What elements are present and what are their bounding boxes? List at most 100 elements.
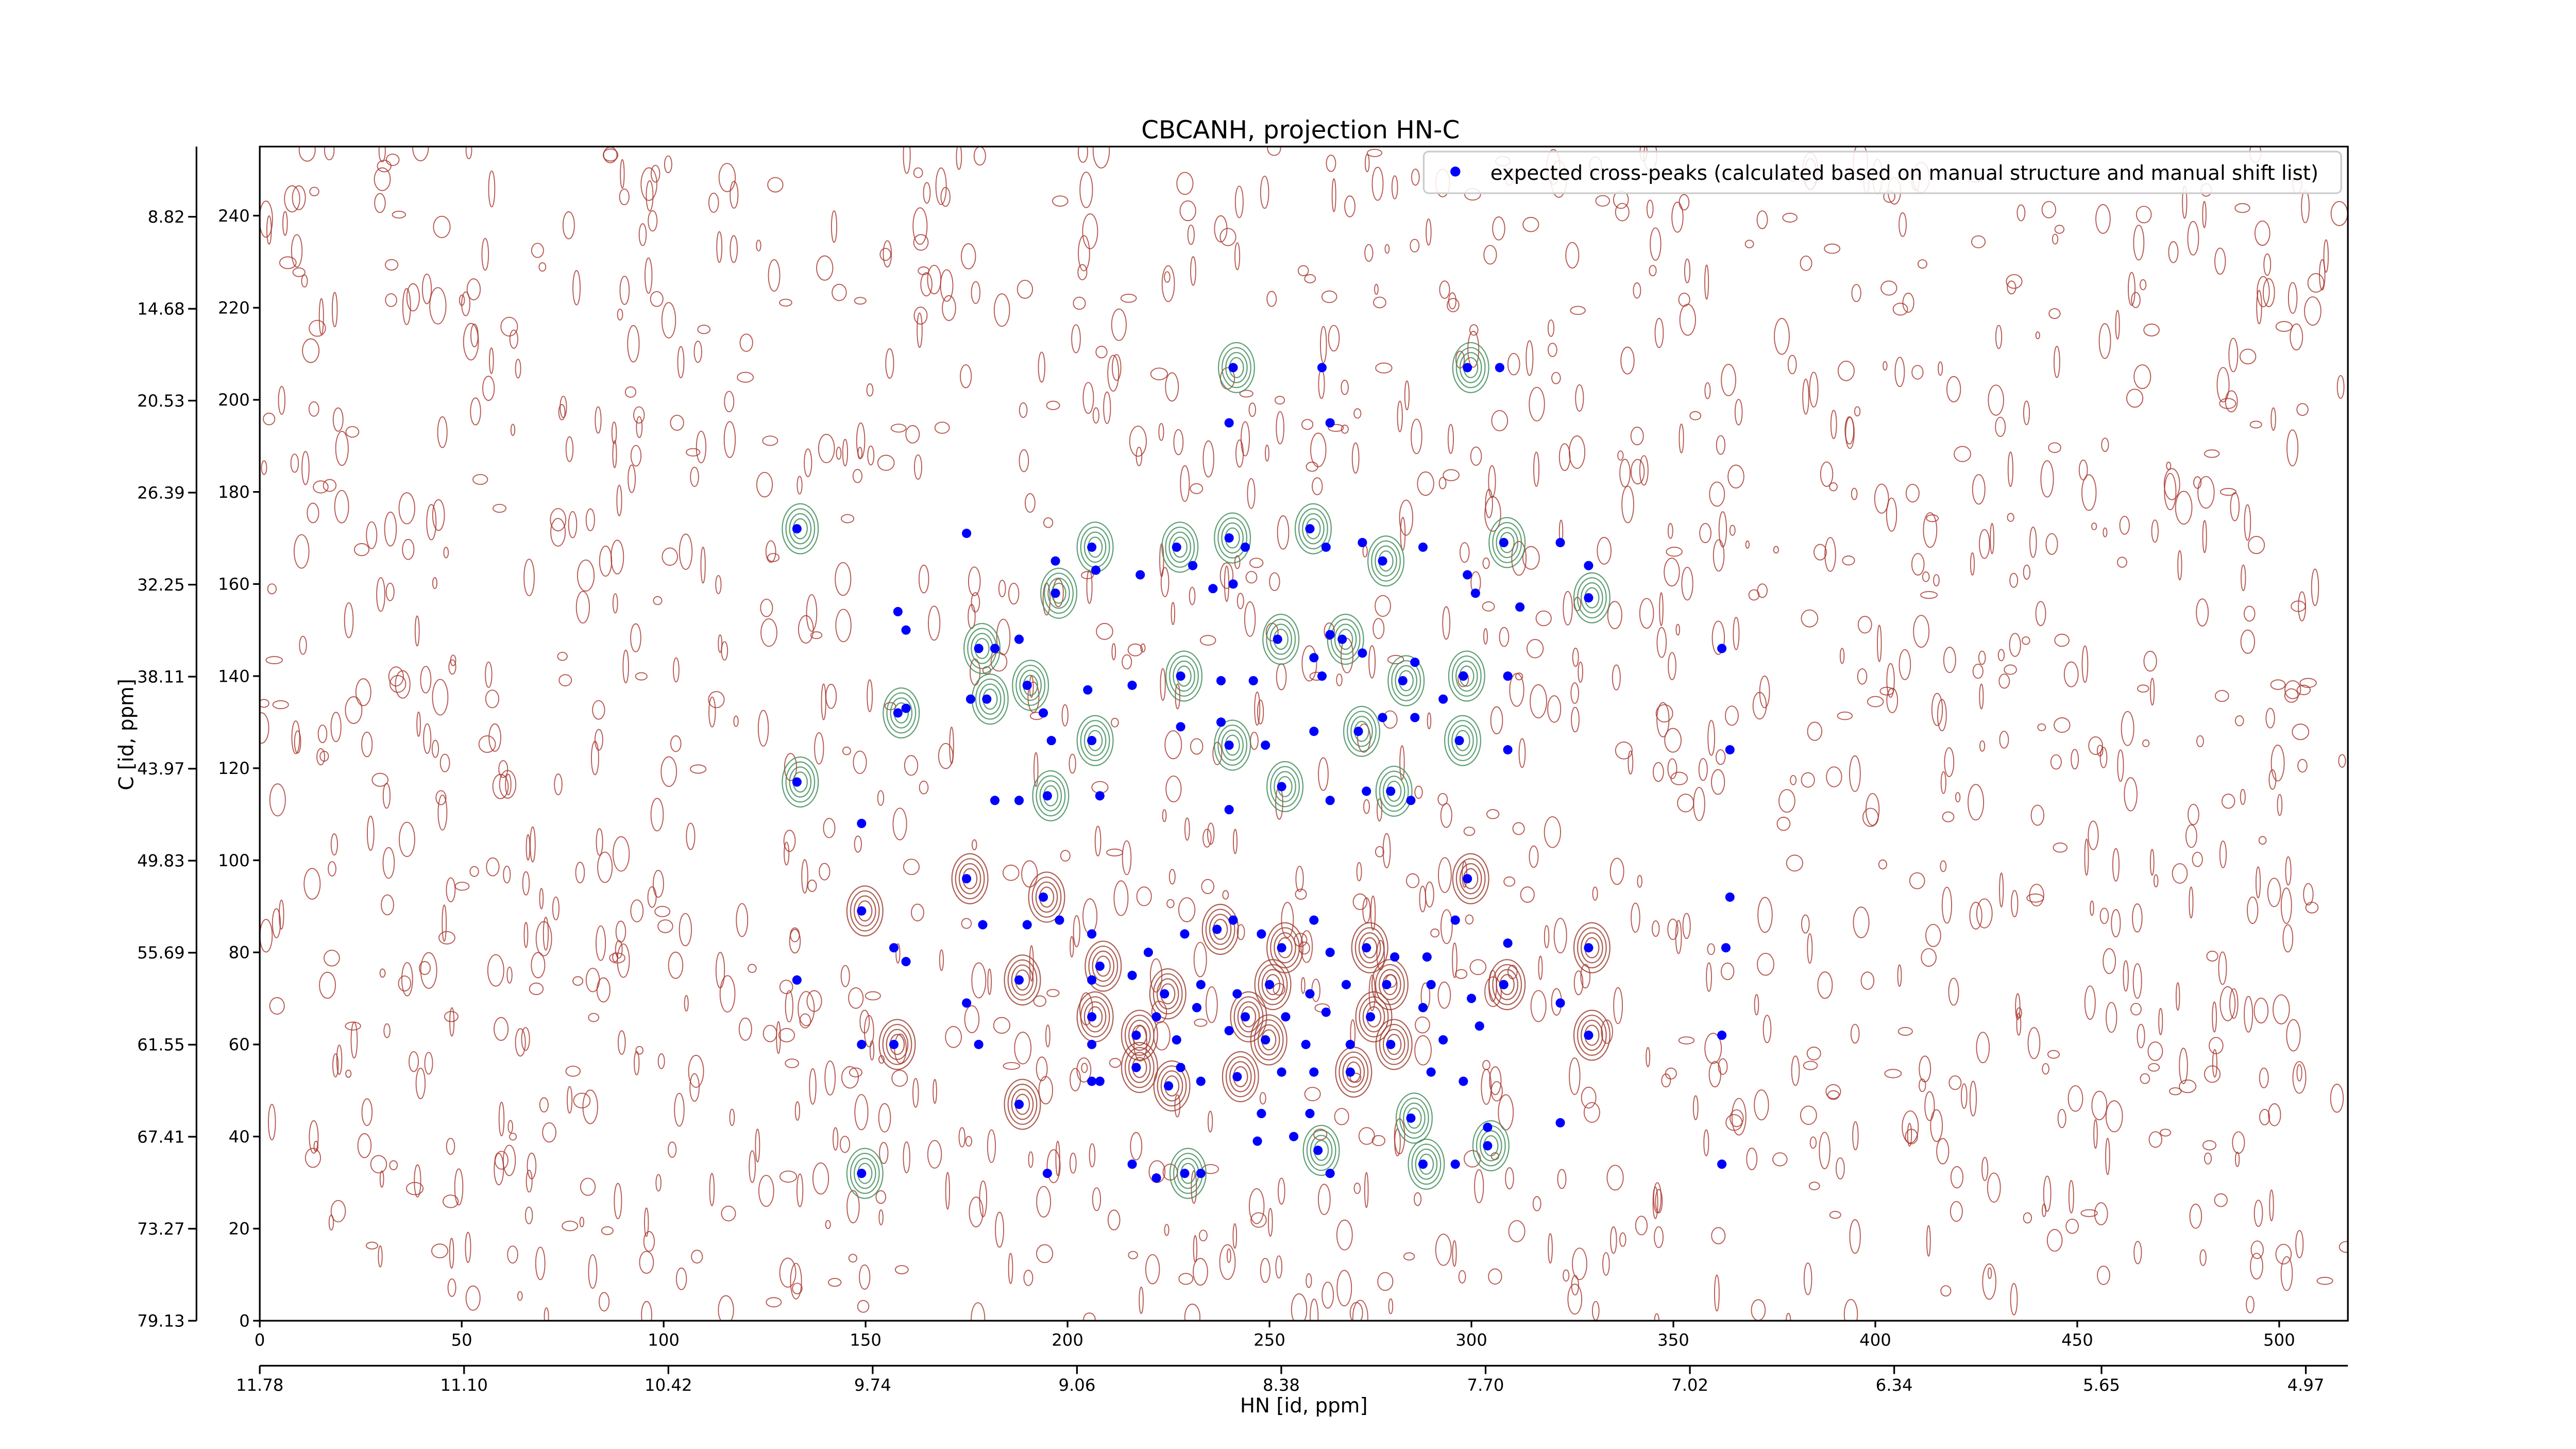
noise-contour	[1615, 742, 1633, 760]
noise-contour	[1331, 178, 1336, 212]
cross-peak	[1151, 1173, 1161, 1183]
noise-contour	[1250, 731, 1259, 750]
noise-contour	[1482, 1060, 1490, 1070]
noise-contour	[1807, 721, 1823, 741]
noise-contour	[481, 238, 489, 271]
noise-contour	[1371, 1135, 1386, 1147]
noise-contour	[1558, 443, 1571, 471]
noise-contour	[1111, 717, 1119, 728]
noise-contour	[1637, 874, 1642, 888]
noise-contour	[1508, 1220, 1526, 1242]
y2-tick-label: 20.53	[137, 391, 185, 411]
peak-contour	[1492, 522, 1522, 563]
noise-contour	[748, 964, 757, 973]
noise-contour	[383, 1023, 391, 1038]
noise-contour	[1207, 822, 1215, 845]
noise-contour	[1443, 469, 1460, 481]
peak-contour	[1480, 1130, 1502, 1161]
noise-contour	[2023, 564, 2031, 580]
noise-contour	[854, 1094, 869, 1131]
noise-contour	[2027, 1027, 2041, 1059]
noise-contour	[638, 223, 647, 246]
noise-contour	[409, 1051, 419, 1072]
noise-contour	[431, 739, 439, 758]
noise-contour	[2175, 982, 2180, 1011]
noise-contour	[542, 1122, 557, 1143]
noise-contour	[1469, 324, 1479, 336]
peak-contour	[1160, 1070, 1183, 1102]
peak-contour	[1004, 1079, 1041, 1130]
peak-contour	[1451, 724, 1474, 756]
noise-contour	[1094, 825, 1101, 856]
y2-tick-label: 61.55	[137, 1035, 185, 1055]
noise-contour	[1511, 541, 1527, 576]
noise-contour	[973, 146, 986, 166]
cross-peak	[1196, 1076, 1206, 1086]
peak-contour	[1039, 780, 1062, 812]
cross-peak	[1378, 556, 1387, 566]
noise-contour	[293, 534, 310, 569]
noise-contour	[1976, 898, 1993, 929]
noise-contour	[1757, 953, 1774, 976]
cross-peak	[893, 708, 903, 718]
noise-contour	[1639, 598, 1654, 629]
noise-contour	[2068, 1180, 2074, 1214]
noise-contour	[1844, 416, 1854, 445]
cross-peak	[1410, 713, 1420, 722]
noise-contour	[594, 729, 603, 751]
cross-peak	[1224, 533, 1234, 543]
noise-contour	[1362, 545, 1368, 558]
noise-contour	[1304, 274, 1316, 283]
noise-contour	[1530, 684, 1547, 719]
noise-contour	[1046, 989, 1060, 997]
noise-contour	[841, 1066, 859, 1089]
noise-contour	[1931, 693, 1943, 726]
peak-contour	[1214, 719, 1251, 771]
noise-contour	[1336, 1219, 1353, 1251]
noise-contour	[1995, 416, 2006, 437]
noise-contour	[278, 385, 286, 415]
noise-contour	[1678, 1036, 1695, 1044]
cross-peak	[792, 777, 802, 787]
chart-title: CBCANH, projection HN-C	[1141, 115, 1460, 144]
noise-contour	[1721, 364, 1736, 396]
noise-contour	[877, 790, 885, 806]
noise-contour	[1693, 787, 1705, 821]
noise-contour	[469, 866, 479, 877]
noise-contour	[335, 431, 349, 466]
noise-contour	[691, 1250, 703, 1263]
noise-contour	[443, 547, 449, 559]
noise-contour	[938, 743, 954, 769]
peak-contour	[1342, 1056, 1365, 1088]
noise-contour	[1295, 866, 1304, 892]
cross-peak	[1192, 1003, 1202, 1013]
noise-contour	[918, 266, 929, 275]
cross-peak	[962, 998, 972, 1008]
noise-contour	[1568, 435, 1586, 469]
noise-contour	[863, 1015, 874, 1048]
peak-contour	[1496, 969, 1519, 1000]
noise-contour	[1073, 296, 1086, 310]
noise-contour	[825, 1220, 831, 1229]
noise-contour	[1474, 1169, 1484, 1204]
noise-contour	[323, 479, 337, 492]
noise-contour	[1886, 687, 1899, 713]
noise-contour	[2234, 715, 2244, 727]
noise-contour	[652, 870, 664, 898]
noise-contour	[302, 338, 320, 363]
noise-contour	[1709, 481, 1725, 507]
noise-contour	[1414, 1192, 1422, 1206]
noise-contour	[1715, 749, 1726, 765]
noise-contour	[841, 514, 855, 524]
noise-contour	[309, 1120, 319, 1154]
noise-contour	[2149, 849, 2155, 876]
peak-contour	[1121, 1009, 1158, 1061]
peak-contour	[785, 761, 816, 803]
noise-contour	[1913, 615, 1930, 648]
peak-contour	[1221, 522, 1244, 554]
noise-contour	[379, 968, 386, 978]
noise-contour	[1652, 1186, 1658, 1219]
peak-contour	[1222, 347, 1251, 389]
y-tick-label: 200	[218, 390, 250, 410]
